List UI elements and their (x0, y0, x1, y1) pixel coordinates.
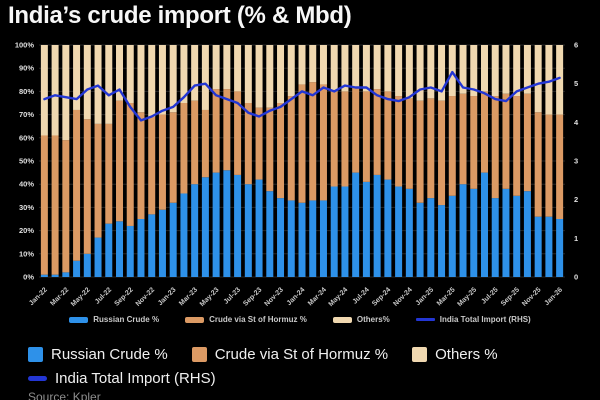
total-import-line (43, 70, 561, 122)
svg-text:20%: 20% (19, 226, 34, 235)
svg-text:May-23: May-23 (199, 286, 221, 308)
svg-text:Mar-24: Mar-24 (307, 286, 328, 307)
svg-text:Jan-25: Jan-25 (415, 286, 436, 307)
svg-text:70%: 70% (19, 110, 34, 119)
svg-text:4: 4 (574, 118, 579, 127)
legend-row-2: India Total Import (RHS) (28, 370, 588, 387)
svg-text:Sep-23: Sep-23 (242, 286, 263, 307)
svg-text:Jul-22: Jul-22 (94, 286, 113, 305)
svg-text:Nov-25: Nov-25 (521, 286, 543, 308)
plot-area: 0% 10% 20% 30% 40% 50% 60% 70% 80% 90% 100% 0 1 2 3 4 5 6… (0, 38, 600, 309)
legend-item-total-import: India Total Import (RHS) (28, 370, 216, 387)
legend-label: Crude via St of Hormuz % (214, 346, 389, 363)
svg-text:10%: 10% (19, 249, 34, 258)
svg-text:6: 6 (574, 41, 578, 50)
svg-text:30%: 30% (19, 203, 34, 212)
svg-text:60%: 60% (19, 133, 34, 142)
svg-text:Sep-24: Sep-24 (371, 286, 392, 307)
svg-text:Jul-23: Jul-23 (223, 286, 242, 305)
svg-text:Jan-24: Jan-24 (286, 286, 307, 307)
total-import-line-swatch (415, 318, 435, 321)
svg-text:Nov-22: Nov-22 (135, 286, 157, 308)
svg-text:Nov-23: Nov-23 (263, 286, 285, 308)
svg-text:0: 0 (574, 273, 578, 282)
legend-row-1: Russian Crude % Crude via St of Hormuz %… (28, 346, 588, 363)
legend-label: Russian Crude % (51, 346, 168, 363)
legend-item-total-import: India Total Import (RHS) (415, 315, 531, 324)
svg-text:Jan-26: Jan-26 (543, 286, 564, 307)
svg-text:0%: 0% (23, 273, 34, 282)
chart-main-legend: Russian Crude % Crude via St of Hormuz %… (28, 346, 588, 394)
hormuz-crude-swatch (191, 347, 207, 362)
svg-text:1: 1 (574, 234, 578, 243)
legend-item-others: Others % (412, 346, 498, 363)
svg-text:Mar-23: Mar-23 (178, 286, 199, 307)
svg-text:80%: 80% (19, 87, 34, 96)
legend-label: Russian Crude % (93, 315, 160, 324)
svg-text:100%: 100% (15, 41, 35, 50)
svg-text:2: 2 (574, 195, 578, 204)
legend-label: Crude via St of Hormuz % (209, 315, 307, 324)
others-swatch (412, 347, 428, 362)
stacked-bars (40, 45, 564, 277)
legend-label: Others % (435, 346, 498, 363)
others-swatch (332, 316, 352, 323)
source-caption: Source: Kpler (28, 390, 101, 400)
svg-text:Jul-25: Jul-25 (480, 286, 499, 305)
crude-import-chart: 0% 10% 20% 30% 40% 50% 60% 70% 80% 90% 100% 0 1 2 3 4 5 6… (15, 41, 579, 309)
total-import-line-swatch (28, 376, 47, 381)
svg-text:40%: 40% (19, 180, 34, 189)
legend-item-hormuz-crude: Crude via St of Hormuz % (191, 346, 389, 363)
legend-item-russian-crude: Russian Crude % (69, 315, 159, 324)
svg-text:Nov-24: Nov-24 (392, 286, 414, 308)
svg-text:May-25: May-25 (456, 286, 478, 308)
legend-item-others: Others% (332, 315, 390, 324)
legend-label: India Total Import (RHS) (55, 370, 216, 387)
svg-text:Mar-25: Mar-25 (436, 286, 457, 307)
svg-text:May-22: May-22 (70, 286, 92, 308)
svg-text:Jul-24: Jul-24 (352, 286, 371, 305)
svg-text:Sep-22: Sep-22 (113, 286, 134, 307)
svg-text:Sep-25: Sep-25 (500, 286, 521, 307)
chart-inline-legend: Russian Crude % Crude via St of Hormuz %… (0, 315, 600, 324)
svg-text:Mar-22: Mar-22 (49, 286, 70, 307)
legend-item-hormuz-crude: Crude via St of Hormuz % (185, 315, 307, 324)
russian-crude-swatch (28, 347, 43, 362)
legend-item-russian-crude: Russian Crude % (28, 346, 168, 363)
legend-label: Others% (356, 315, 390, 324)
svg-text:May-24: May-24 (328, 286, 350, 308)
chart-title: India’s crude import (% & Mbd) (8, 2, 352, 29)
russian-crude-swatch (69, 316, 89, 323)
legend-label: India Total Import (RHS) (439, 315, 531, 324)
svg-text:Jan-22: Jan-22 (28, 286, 49, 307)
hormuz-crude-swatch (185, 316, 205, 323)
svg-text:50%: 50% (19, 157, 34, 166)
svg-text:3: 3 (574, 157, 578, 166)
svg-text:Jan-23: Jan-23 (157, 286, 178, 307)
svg-text:5: 5 (574, 79, 578, 88)
svg-text:90%: 90% (19, 64, 34, 73)
